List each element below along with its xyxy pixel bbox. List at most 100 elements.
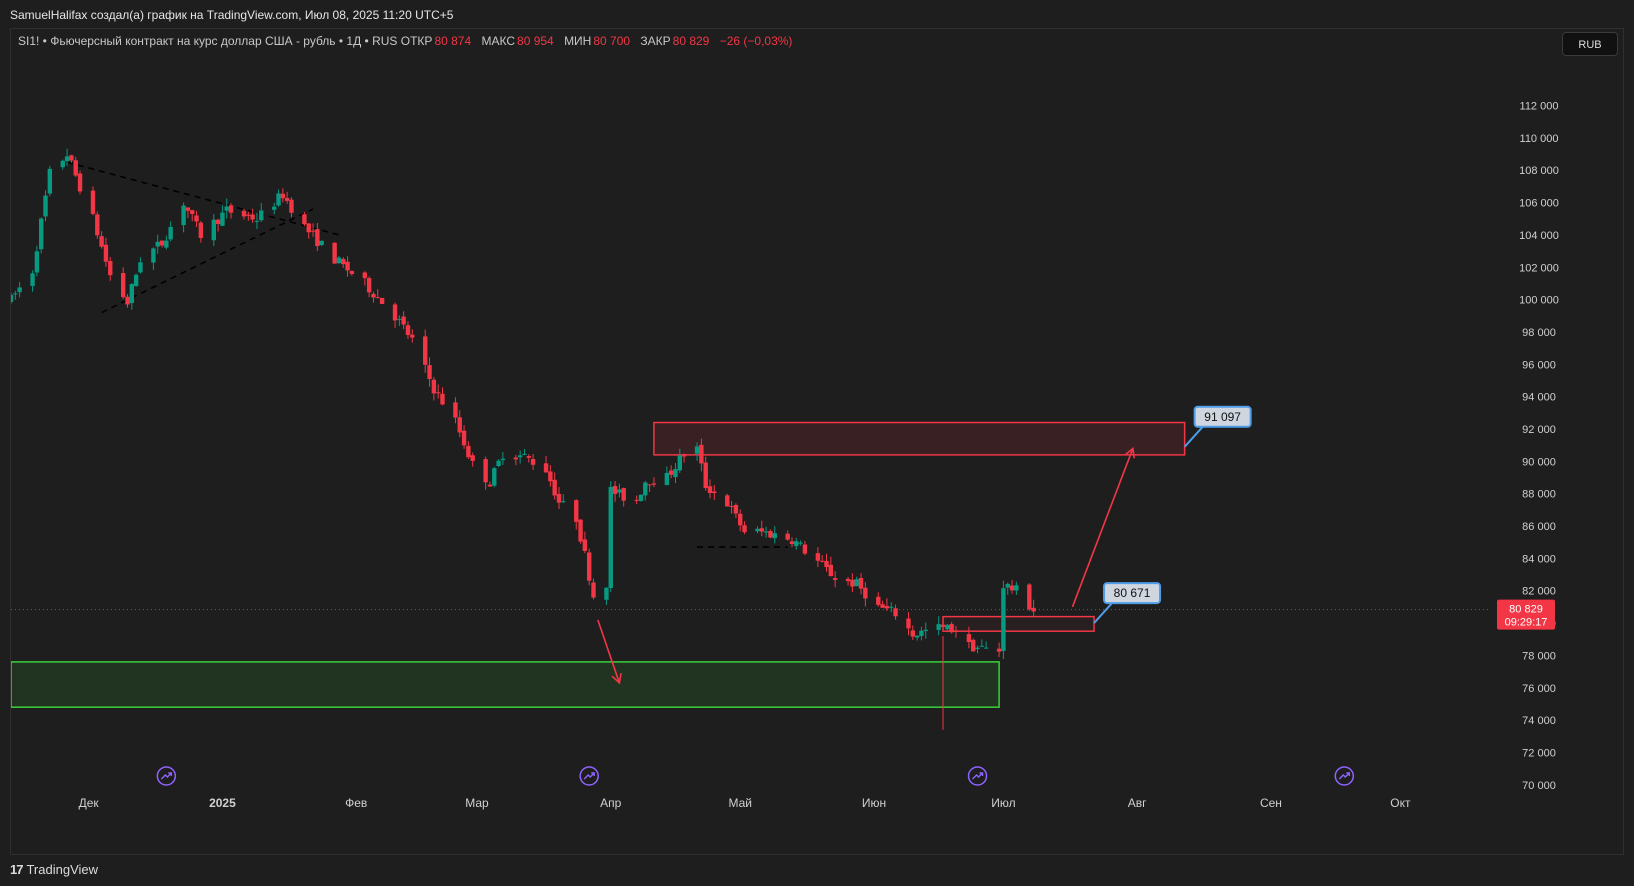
candle — [302, 211, 307, 227]
time-tick-label: Апр — [600, 796, 622, 810]
candle — [306, 222, 311, 239]
event-marker-icon[interactable] — [579, 766, 599, 786]
candle-body — [95, 214, 100, 236]
candle-body — [910, 630, 916, 637]
candle-body — [306, 223, 311, 233]
candle-body — [224, 206, 229, 211]
candle — [664, 466, 670, 486]
candle-body — [612, 485, 618, 494]
candle-body — [798, 542, 803, 544]
candle — [673, 462, 678, 484]
candle — [250, 208, 255, 223]
candle-body — [971, 639, 976, 652]
candle — [99, 231, 104, 249]
candle — [1009, 579, 1015, 594]
candle — [949, 621, 954, 634]
candle — [453, 397, 458, 424]
candle — [845, 576, 851, 586]
candle-body — [1014, 585, 1019, 591]
candle — [729, 500, 734, 514]
candle — [47, 165, 53, 197]
candle — [423, 329, 428, 373]
candle-body — [755, 528, 760, 532]
event-marker-icon[interactable] — [156, 766, 177, 786]
candle — [457, 410, 462, 438]
candle-body — [707, 486, 713, 493]
candle-body — [608, 486, 613, 588]
last-price-badge — [1497, 599, 1555, 630]
candle — [522, 449, 527, 456]
candle-body — [759, 528, 764, 532]
price-tick-label: 82 000 — [1522, 586, 1556, 598]
candle-body — [824, 560, 829, 568]
price-chart[interactable]: 91 097 80 671 70 000 72 000 74 000 76 000 78 … — [11, 29, 1625, 856]
candle — [681, 453, 687, 463]
candle — [194, 210, 199, 228]
callout-80671-label: 80 671 — [1114, 586, 1151, 600]
currency-button[interactable]: RUB — [1562, 32, 1618, 56]
candle — [246, 211, 251, 221]
price-tick-label: 84 000 — [1522, 553, 1556, 565]
candle-body — [220, 212, 225, 226]
candle — [215, 218, 221, 232]
candle-body — [785, 533, 790, 540]
candle-body — [858, 578, 864, 589]
price-tick-label: 96 000 — [1522, 359, 1556, 371]
candle-body — [543, 463, 549, 473]
candle-body — [742, 525, 747, 533]
candle — [410, 329, 415, 343]
candle — [345, 256, 350, 277]
support-zone — [11, 661, 1000, 708]
candle-body — [392, 304, 398, 321]
candle — [854, 576, 859, 587]
candle-body — [919, 630, 924, 637]
price-tick-label: 106 000 — [1519, 198, 1559, 210]
candle-body — [30, 273, 35, 286]
candle — [738, 509, 743, 532]
event-marker-icon[interactable] — [967, 766, 988, 786]
candle-body — [1027, 584, 1032, 610]
candle — [466, 441, 471, 460]
candle — [910, 625, 916, 641]
candle-body — [940, 624, 946, 627]
candle-body — [453, 402, 458, 418]
candle — [971, 638, 976, 652]
candle-body — [966, 634, 972, 643]
candle — [435, 384, 441, 399]
candle — [30, 270, 35, 292]
candle-body — [125, 296, 130, 305]
candle-body — [272, 206, 277, 210]
candle — [889, 602, 894, 613]
price-tick-label: 90 000 — [1522, 456, 1556, 468]
candle-body — [457, 417, 462, 433]
candle — [366, 276, 372, 298]
candle-body — [315, 229, 320, 247]
candle-body — [77, 173, 83, 192]
candle — [315, 222, 320, 251]
candle-body — [677, 455, 683, 471]
change-value: −26 (−0,03%) — [719, 34, 793, 48]
tradingview-brand[interactable]: 17 TradingView — [10, 862, 98, 877]
chart-pane[interactable]: 91 097 80 671 70 000 72 000 74 000 76 000 78 … — [10, 28, 1624, 855]
candle-body — [34, 251, 40, 273]
tradingview-logo-icon: 17 — [10, 862, 24, 877]
event-marker-icon[interactable] — [1334, 766, 1355, 786]
candle — [159, 240, 165, 248]
candle-body — [552, 479, 557, 496]
candle — [17, 281, 22, 298]
candle-body — [712, 491, 717, 494]
arrow-up-head — [1124, 446, 1136, 459]
brand-name: TradingView — [26, 862, 99, 877]
event-marker-glyph — [160, 772, 173, 780]
candle-body — [556, 493, 562, 503]
candle-body — [500, 458, 506, 461]
candle-body — [341, 259, 346, 265]
candle-body — [164, 240, 169, 248]
candle — [694, 442, 700, 461]
candle-body — [138, 262, 143, 273]
candle-body — [703, 462, 708, 489]
time-tick-label: Окт — [1390, 796, 1411, 810]
candle-body — [582, 539, 588, 551]
candle-body — [11, 294, 14, 303]
candle — [1027, 583, 1032, 611]
